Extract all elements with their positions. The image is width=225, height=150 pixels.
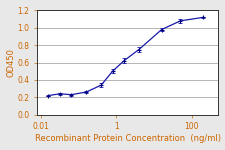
X-axis label: Recombinant Protein Concentration  (ng/ml): Recombinant Protein Concentration (ng/ml… [35, 134, 220, 143]
Y-axis label: OD450: OD450 [7, 48, 16, 77]
